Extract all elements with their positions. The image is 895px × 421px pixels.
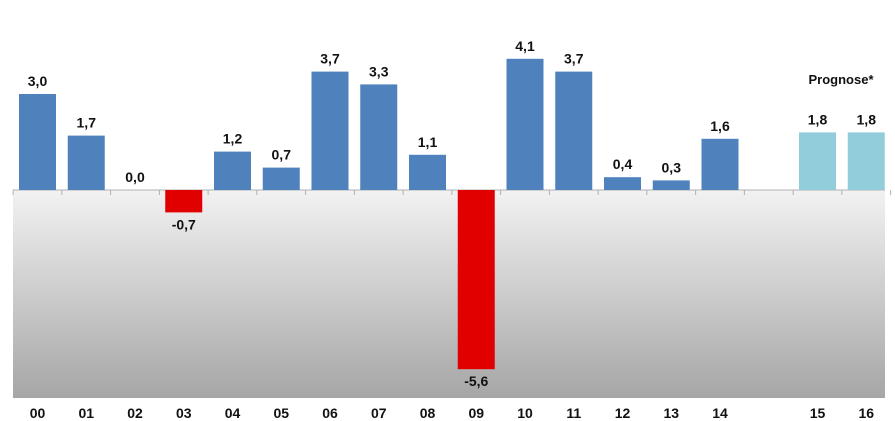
bars bbox=[19, 58, 885, 370]
value-label: 0,4 bbox=[613, 156, 633, 172]
value-label: 3,0 bbox=[28, 73, 48, 89]
bar bbox=[19, 94, 56, 190]
bar bbox=[311, 71, 349, 190]
bar-forecast bbox=[847, 132, 885, 190]
value-label: 4,1 bbox=[515, 38, 535, 54]
value-label: 1,8 bbox=[857, 111, 877, 127]
x-axis-labels: 00 01 02 03 04 05 06 07 08 09 10 11 12 13 14 15 16 bbox=[30, 405, 875, 421]
value-label: 1,2 bbox=[223, 131, 243, 147]
value-labels: 3,0 1,7 0,0 -0,7 1,2 0,7 3,7 3,3 1,1 -5,6 4,1 3,7 0,… bbox=[28, 38, 876, 389]
value-label: 1,8 bbox=[808, 111, 828, 127]
value-label: -0,7 bbox=[172, 216, 196, 232]
bar bbox=[506, 58, 544, 190]
bar bbox=[360, 84, 398, 190]
value-label: 0,3 bbox=[662, 159, 682, 175]
value-label: 1,7 bbox=[77, 115, 97, 131]
x-tick-label: 02 bbox=[127, 405, 143, 421]
value-label: 1,6 bbox=[710, 118, 730, 134]
x-tick-label: 01 bbox=[78, 405, 94, 421]
value-label: 0,7 bbox=[272, 147, 292, 163]
x-tick-label: 05 bbox=[273, 405, 289, 421]
x-tick-label: 11 bbox=[566, 405, 581, 421]
x-tick-label: 16 bbox=[858, 405, 874, 421]
negative-area-background bbox=[13, 190, 885, 398]
bar bbox=[555, 71, 593, 190]
x-axis-tick-marks bbox=[12, 190, 892, 195]
bar bbox=[409, 154, 446, 190]
value-label: 1,1 bbox=[418, 134, 438, 150]
value-label: 3,7 bbox=[320, 51, 340, 67]
x-tick-label: 14 bbox=[712, 405, 728, 421]
value-label: 0,0 bbox=[125, 169, 145, 185]
bar bbox=[652, 180, 690, 190]
x-tick-label: 15 bbox=[810, 405, 826, 421]
value-label: 3,3 bbox=[369, 63, 389, 79]
bar-negative bbox=[165, 190, 203, 213]
bar-forecast bbox=[799, 132, 836, 190]
bar-negative bbox=[457, 190, 495, 370]
value-label: 3,7 bbox=[564, 51, 584, 67]
bar bbox=[604, 177, 641, 190]
x-tick-label: 12 bbox=[615, 405, 631, 421]
bar bbox=[262, 167, 300, 190]
value-label: -5,6 bbox=[464, 373, 488, 389]
bar bbox=[701, 138, 739, 190]
x-tick-label: 07 bbox=[371, 405, 387, 421]
x-tick-label: 10 bbox=[517, 405, 533, 421]
bar bbox=[67, 135, 105, 190]
x-tick-label: 13 bbox=[663, 405, 679, 421]
x-tick-label: 00 bbox=[30, 405, 46, 421]
x-tick-label: 04 bbox=[225, 405, 241, 421]
x-tick-label: 08 bbox=[420, 405, 436, 421]
x-tick-label: 09 bbox=[468, 405, 484, 421]
x-tick-label: 03 bbox=[176, 405, 192, 421]
x-tick-label: 06 bbox=[322, 405, 338, 421]
forecast-annotation: Prognose* bbox=[808, 72, 874, 87]
bar bbox=[214, 151, 251, 190]
